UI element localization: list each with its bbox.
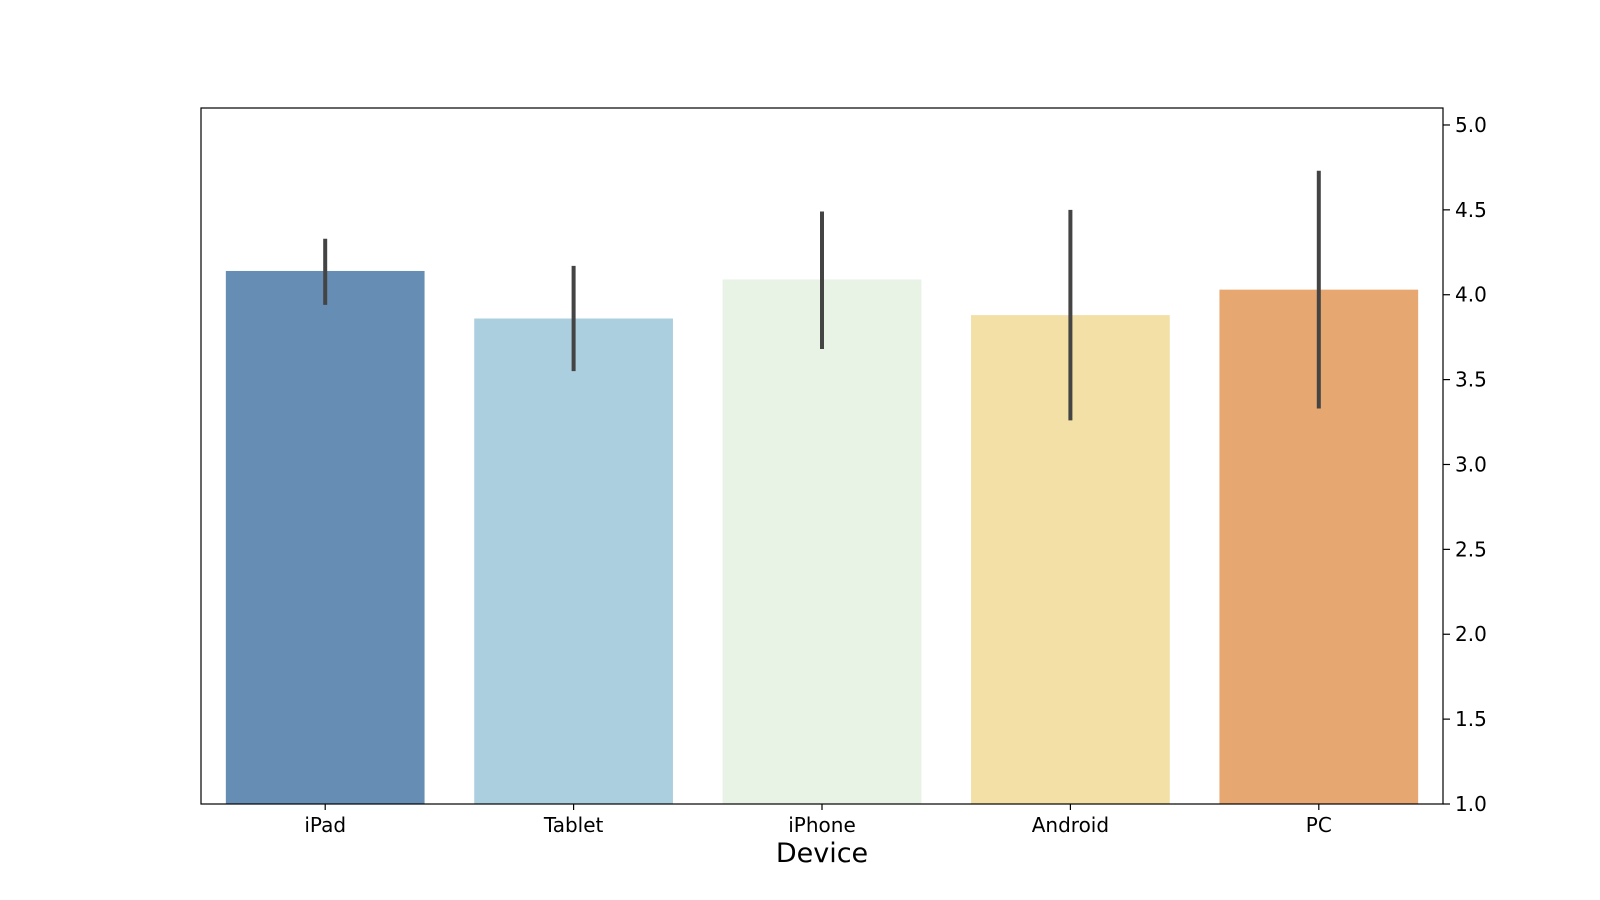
y-tick-label: 2.5 <box>1455 537 1487 561</box>
bar-iphone <box>722 279 922 805</box>
y-tick-label: 4.5 <box>1455 198 1487 222</box>
y-tick-label: 3.5 <box>1455 368 1487 392</box>
x-tick-label: iPhone <box>788 813 856 837</box>
bar-tablet <box>474 318 673 804</box>
y-tick-label: 1.5 <box>1455 707 1487 731</box>
y-tick-label: 1.0 <box>1455 792 1487 816</box>
y-tick-label: 5.0 <box>1455 113 1487 137</box>
x-axis-title: Device <box>776 838 868 869</box>
y-axis: 1.0 1.5 2.0 2.5 3.0 3.5 4.0 4.5 5.0 <box>1443 113 1487 816</box>
x-tick-label: PC <box>1306 813 1332 837</box>
bars-layer <box>225 270 1419 805</box>
x-axis: iPad Tablet iPhone Android PC <box>304 804 1332 837</box>
y-tick-label: 3.0 <box>1455 452 1487 476</box>
bar-ipad <box>225 270 425 805</box>
y-tick-label: 4.0 <box>1455 283 1487 307</box>
y-tick-label: 2.0 <box>1455 622 1487 646</box>
x-tick-label: Tablet <box>543 813 604 837</box>
x-tick-label: Android <box>1032 813 1109 837</box>
x-tick-label: iPad <box>304 813 346 837</box>
error-bars-layer <box>323 170 1321 421</box>
